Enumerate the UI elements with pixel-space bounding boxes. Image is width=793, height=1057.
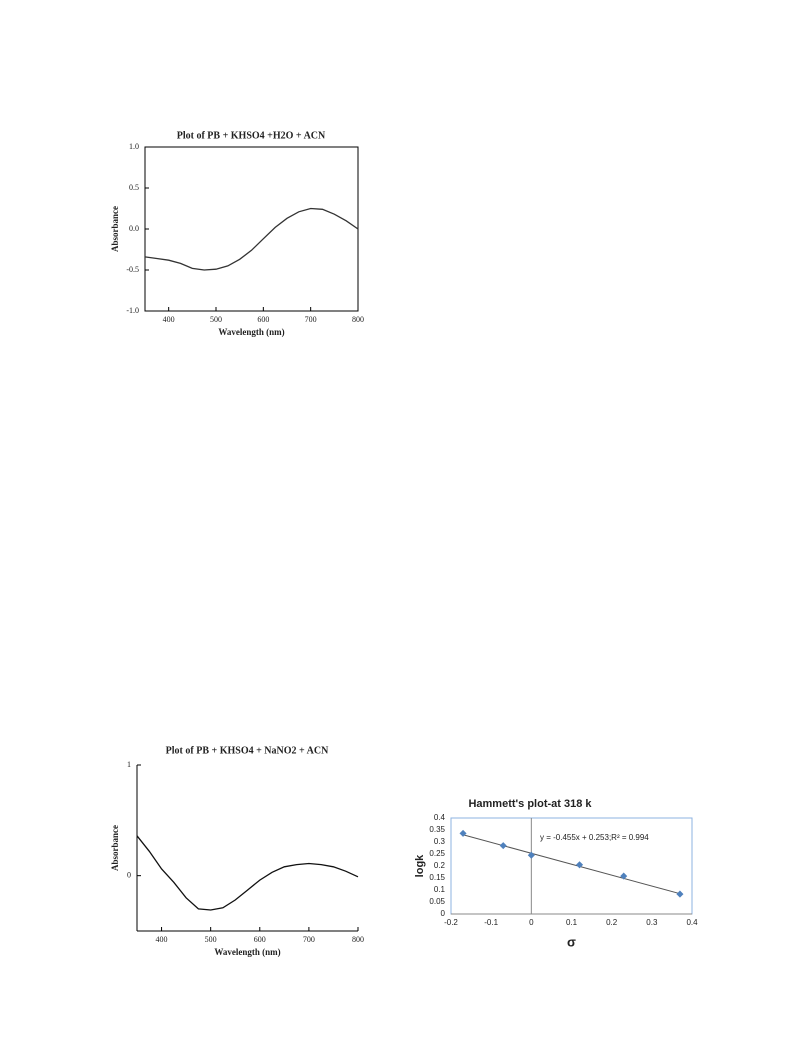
data-point [499,842,507,850]
y-tick-label: 0.2 [434,861,446,870]
x-tick-label: 500 [205,935,217,944]
y-tick-label: 1.0 [129,142,139,151]
data-point [620,872,628,880]
y-axis-label: logk [414,854,426,877]
trendline-equation: y = -0.455x + 0.253;R² = 0.994 [540,833,649,842]
y-tick-label: 0.05 [429,897,445,906]
x-tick-label: 600 [257,315,269,324]
trendline [462,834,681,895]
y-tick-label: 0 [441,909,446,918]
y-tick-label: 0.35 [429,825,445,834]
x-tick-label: -0.2 [444,918,458,927]
y-tick-label: 0.3 [434,837,446,846]
chart: Hammett's plot-at 318 k σ logk -0.2 -0.1 0 0.1… [414,798,698,950]
data-point [459,829,467,837]
x-tick-label: 700 [305,315,317,324]
y-tick-label: 0.4 [434,813,446,822]
y-tick-label: 0 [127,870,131,879]
y-tick-label: 1 [127,760,131,769]
plot-frame [144,146,359,312]
y-tick-label: -0.5 [126,265,139,274]
chart: Plot of PB + KHSO4 + NaNO2 + ACN Waveleng… [110,745,364,957]
y-tick-label: 0.15 [429,873,445,882]
y-tick-label: 0.25 [429,849,445,858]
x-tick-label: 400 [163,315,175,324]
x-tick-label: 0.4 [686,918,698,927]
x-tick-label: 700 [303,935,315,944]
data-line [136,835,359,911]
x-tick-label: 600 [254,935,266,944]
x-tick-label: 0 [529,918,534,927]
x-tick-label: 0.1 [566,918,578,927]
x-axis-label: Wavelength (nm) [218,327,284,337]
chart: Plot of PB + KHSO4 +H2O + ACN Wavelength … [110,130,364,337]
x-tick-label: 400 [156,935,168,944]
x-axis-label: Wavelength (nm) [214,947,280,957]
x-tick-label: 0.2 [606,918,618,927]
y-axis-label: Absorbance [110,206,120,252]
chart-title: Plot of PB + KHSO4 +H2O + ACN [177,130,326,141]
y-tick-label: 0.0 [129,224,139,233]
x-tick-label: 0.3 [646,918,658,927]
x-tick-label: -0.1 [484,918,498,927]
chart-title: Hammett's plot-at 318 k [468,798,592,810]
y-axis-label: Absorbance [110,825,120,871]
y-tick-label: 0.1 [434,885,446,894]
data-point [527,851,535,859]
y-tick-label: -1.0 [126,306,139,315]
x-tick-label: 500 [210,315,222,324]
y-tick-label: 0.5 [129,183,139,192]
data-point [676,890,684,898]
x-axis-label: σ [567,934,576,949]
data-line [144,207,359,271]
chart-title: Plot of PB + KHSO4 + NaNO2 + ACN [166,745,329,756]
data-point [575,861,584,869]
x-tick-label: 800 [352,315,364,324]
x-tick-label: 800 [352,935,364,944]
